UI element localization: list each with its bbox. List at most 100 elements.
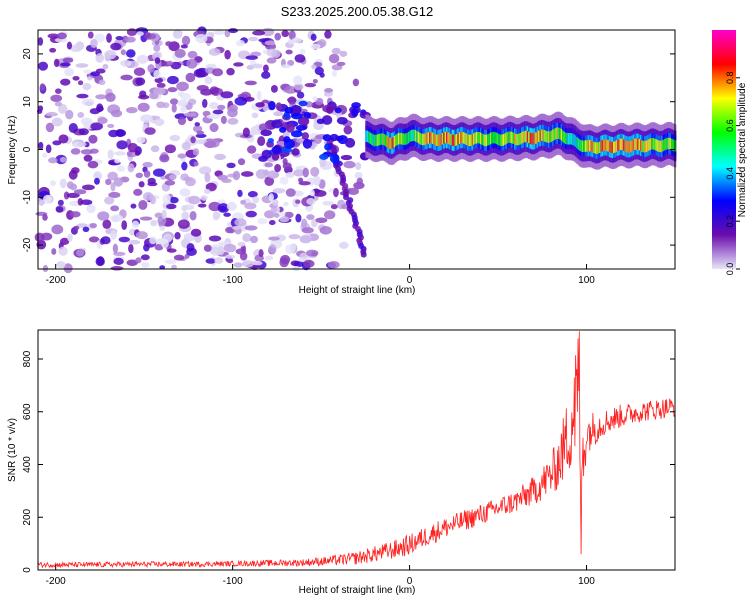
heatmap-cell xyxy=(306,197,316,205)
heatmap-cell xyxy=(45,112,58,117)
heatmap-cell xyxy=(436,134,439,146)
heatmap-cell xyxy=(197,203,207,208)
heatmap-cell xyxy=(268,244,277,255)
heatmap-cell xyxy=(372,134,375,146)
heatmap-cell xyxy=(232,225,241,230)
heatmap-cell xyxy=(173,254,185,261)
heatmap-cell xyxy=(433,133,436,145)
heatmap-cell xyxy=(553,128,557,141)
heatmap-cell xyxy=(75,63,89,68)
heatmap-cell xyxy=(93,171,102,181)
heatmap-cell xyxy=(463,132,466,144)
heatmap-cell xyxy=(365,130,368,142)
heatmap-cell xyxy=(279,176,289,185)
heatmap-cell xyxy=(501,134,504,147)
heatmap-cell xyxy=(589,139,592,152)
heatmap-cell xyxy=(400,132,404,145)
heatmap-cell xyxy=(661,140,664,152)
colorbar-tick-label: 0.0 xyxy=(725,263,735,276)
heatmap-cell xyxy=(212,109,224,115)
heatmap-x-tick-label: 0 xyxy=(407,275,413,286)
heatmap-cell xyxy=(536,131,540,143)
heatmap-cell xyxy=(511,131,514,144)
heatmap-cell xyxy=(107,149,114,160)
heatmap-cell xyxy=(555,127,558,140)
heatmap-cell xyxy=(110,182,116,192)
heatmap-cell xyxy=(76,142,87,147)
heatmap-cell xyxy=(624,140,627,152)
heatmap-cell xyxy=(271,145,282,155)
heatmap-cell xyxy=(427,132,431,144)
heatmap-cell xyxy=(410,129,414,142)
heatmap-cell xyxy=(658,140,661,152)
heatmap-cell xyxy=(240,199,247,205)
heatmap-cell xyxy=(81,98,95,106)
heatmap-cell xyxy=(237,241,246,247)
heatmap-cell xyxy=(264,40,276,46)
heatmap-cell xyxy=(396,133,399,146)
heatmap-cell xyxy=(549,131,552,143)
heatmap-x-tick-label: 100 xyxy=(578,275,595,286)
heatmap-cell xyxy=(143,170,151,178)
heatmap-cell xyxy=(324,143,332,151)
heatmap-cell xyxy=(268,101,276,111)
heatmap-cell xyxy=(423,133,426,146)
heatmap-cell xyxy=(108,129,119,138)
heatmap-cell xyxy=(217,203,230,213)
heatmap-cell xyxy=(569,133,572,145)
heatmap-cell xyxy=(656,139,660,152)
heatmap-cell xyxy=(505,132,508,145)
heatmap-cell xyxy=(369,132,372,144)
heatmap-cell xyxy=(244,202,257,210)
heatmap-cell xyxy=(382,133,385,145)
heatmap-cell xyxy=(188,195,201,205)
heatmap-cell xyxy=(385,135,388,147)
heatmap-cell xyxy=(559,127,562,140)
heatmap-cell xyxy=(252,196,260,204)
heatmap-cell xyxy=(327,261,340,269)
heatmap-cell xyxy=(121,220,128,231)
heatmap-cell xyxy=(83,69,92,74)
snr-x-tick-label: 100 xyxy=(578,576,595,587)
heatmap-cell xyxy=(109,229,118,240)
heatmap-cell xyxy=(334,107,342,114)
heatmap-cell xyxy=(475,132,479,144)
heatmap-cell xyxy=(336,61,346,66)
heatmap-cell xyxy=(82,82,92,91)
heatmap-cell xyxy=(635,138,639,150)
heatmap-cell xyxy=(264,162,273,168)
heatmap-cell xyxy=(504,133,507,145)
heatmap-cell xyxy=(209,86,219,95)
heatmap-cell xyxy=(502,134,506,146)
heatmap-cell xyxy=(80,117,93,126)
heatmap-cell xyxy=(603,139,606,151)
heatmap-cell xyxy=(140,254,150,261)
heatmap-cell xyxy=(668,137,671,150)
heatmap-cell xyxy=(58,246,68,256)
heatmap-cell xyxy=(285,171,295,178)
heatmap-cell xyxy=(464,132,467,145)
heatmap-cell xyxy=(256,90,262,101)
snr-line xyxy=(37,331,675,569)
heatmap-cell xyxy=(95,68,106,74)
colorbar-gradient xyxy=(712,30,736,269)
heatmap-cell xyxy=(128,239,141,245)
heatmap-cell xyxy=(115,36,124,41)
heatmap-cell xyxy=(641,140,644,152)
heatmap-cell xyxy=(186,58,198,69)
heatmap-cell xyxy=(271,119,283,129)
heatmap-cell xyxy=(126,28,138,37)
heatmap-cell xyxy=(286,123,295,133)
heatmap-cell xyxy=(291,112,303,120)
heatmap-y-tick-label: -10 xyxy=(22,190,33,205)
heatmap-cell xyxy=(255,102,265,108)
heatmap-cell xyxy=(304,83,317,88)
heatmap-cell xyxy=(281,30,289,38)
heatmap-cell xyxy=(417,131,421,144)
heatmap-cell xyxy=(625,140,629,153)
heatmap-cell xyxy=(136,31,144,37)
heatmap-cell xyxy=(315,217,328,224)
heatmap-cell xyxy=(340,154,353,161)
heatmap-cell xyxy=(73,225,80,231)
heatmap-cell xyxy=(70,148,81,155)
